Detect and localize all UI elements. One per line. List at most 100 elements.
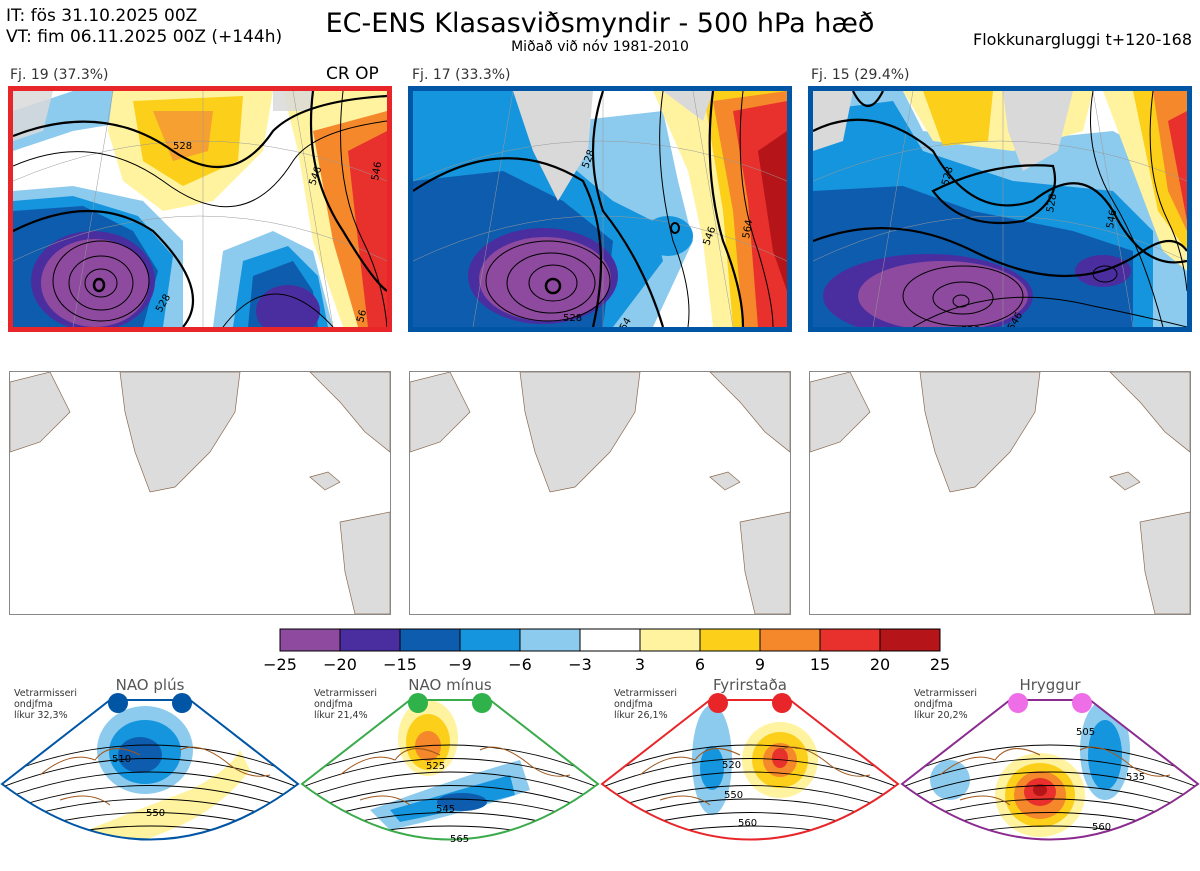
contour-line [300,867,600,871]
regime-dot [1008,693,1028,713]
regime-contour-label: 520 [722,760,741,771]
contour-label: 564 [741,219,755,240]
cluster-1-contours [13,91,387,327]
contour-line [602,771,898,805]
contour-line [2,825,298,840]
contour-line [602,744,898,781]
regime-note-line: Vetrarmisseri [314,688,377,699]
cluster-1-tag: CR OP [326,64,379,84]
colorbar-cell [279,628,341,652]
lower-map-2 [409,371,791,615]
colorbar-cell [639,628,701,652]
regime-contour-label: 535 [1126,772,1145,783]
colorbar-tick-label: 20 [869,655,891,674]
contour-line [302,744,598,781]
contour-line [902,758,1198,793]
contour-line [300,853,600,870]
anomaly-blob [1088,720,1122,790]
colorbar-cell [759,628,821,652]
regime-title: Hryggur [1019,676,1081,694]
colorbar-cell [399,628,461,652]
regime-title: Fyrirstaða [713,676,787,694]
regime-title: NAO plús [115,676,185,694]
contour-label: 56 [355,309,369,324]
coastline [339,746,571,806]
contour-line [900,853,1200,870]
regime-contour-label: 525 [426,761,445,772]
regime-contour-label: 505 [1076,727,1095,738]
coastline [939,746,1171,806]
cluster-2-label: Fj. 17 (33.3%) [412,67,511,83]
regime-border [900,699,1200,841]
cluster-1-map: 528 546 546 528 56 [8,86,392,332]
regime-note: Vetrarmisseri ondjfma líkur 32,3% [14,688,77,721]
contour-line [302,785,598,817]
cluster-3-label: Fj. 15 (29.4%) [811,67,910,83]
cluster-1-label: Fj. 19 (37.3%) [10,67,109,83]
contour-line [602,758,898,793]
regime-note-line: Vetrarmisseri [914,688,977,699]
valid-time: VT: fim 06.11.2025 00Z (+144h) [6,27,283,47]
colorbar-tick-label: 9 [754,655,766,674]
regime-note: Vetrarmisseri ondjfma líkur 26,1% [614,688,677,721]
regime-note-line: Vetrarmisseri [14,688,77,699]
colorbar-tick-label: 25 [929,655,951,674]
cluster-3-contours [813,91,1187,327]
regime-contour-label: 550 [146,808,165,819]
contour-line [902,785,1198,817]
anomaly-blob [1033,784,1047,796]
anomaly-blob [930,760,970,800]
colorbar-tick-label: 6 [694,655,706,674]
coastline [39,746,271,806]
colorbar-tick-label: −3 [568,655,592,674]
regime-contour-label: 510 [112,754,131,765]
contour-line [2,839,298,840]
contour-line [302,771,598,805]
contour-line [2,771,298,805]
page-subtitle: Miðað við nóv 1981-2010 [511,39,689,55]
contour-label: 528 [1045,193,1059,214]
contour-line [2,785,298,817]
colorbar-tick-label: −15 [383,655,417,674]
contour-line [602,839,898,840]
colorbar-tick-label: 15 [809,655,831,674]
regime-title: NAO mínus [408,676,492,694]
initial-time: IT: fös 31.10.2025 00Z [6,6,198,26]
regime-contour-label: 560 [1092,822,1111,833]
colorbar-tick-label: 3 [634,655,646,674]
regime-note-line: líkur 32,3% [14,710,68,721]
cluster-3-map: 528 528 546 528 546 [808,86,1192,332]
regime-note-line: líkur 21,4% [314,710,368,721]
regime-contour-label: 565 [450,834,469,845]
regime-dot [472,693,492,713]
contour-line [900,867,1200,871]
regime-note-line: líkur 26,1% [614,710,668,721]
cluster-1-graticule [13,91,387,327]
contour-line [0,867,300,871]
contour-line [302,825,598,840]
regime-note-line: ondjfma [314,699,353,710]
lower-map-1 [9,371,391,615]
contour-line [302,758,598,793]
cluster-3-anomaly-fields [813,91,1187,327]
regime-note: Vetrarmisseri ondjfma líkur 20,2% [914,688,977,721]
lower-map-3 [809,371,1191,615]
contour-line [902,771,1198,805]
regime-map-2: 525 545 565 [300,693,600,871]
regime-dot [172,693,192,713]
contour-line [2,744,298,781]
regime-contour-label: 550 [724,790,743,801]
regime-note-line: ondjfma [914,699,953,710]
colorbar-cell [339,628,401,652]
regime-map-3: 520 550 560 [600,693,900,841]
contour-label: 546 [370,161,384,182]
colorbar-cell [459,628,521,652]
anomaly-blob [1013,853,1047,863]
regime-contour-label: 545 [436,804,455,815]
contour-line [902,825,1198,840]
contour-label: 528 [961,325,980,327]
regime-map-4: 505 535 560 [900,693,1200,871]
regime-border [300,699,600,841]
regime-dot [1072,693,1092,713]
cluster-2-graticule [413,91,787,327]
